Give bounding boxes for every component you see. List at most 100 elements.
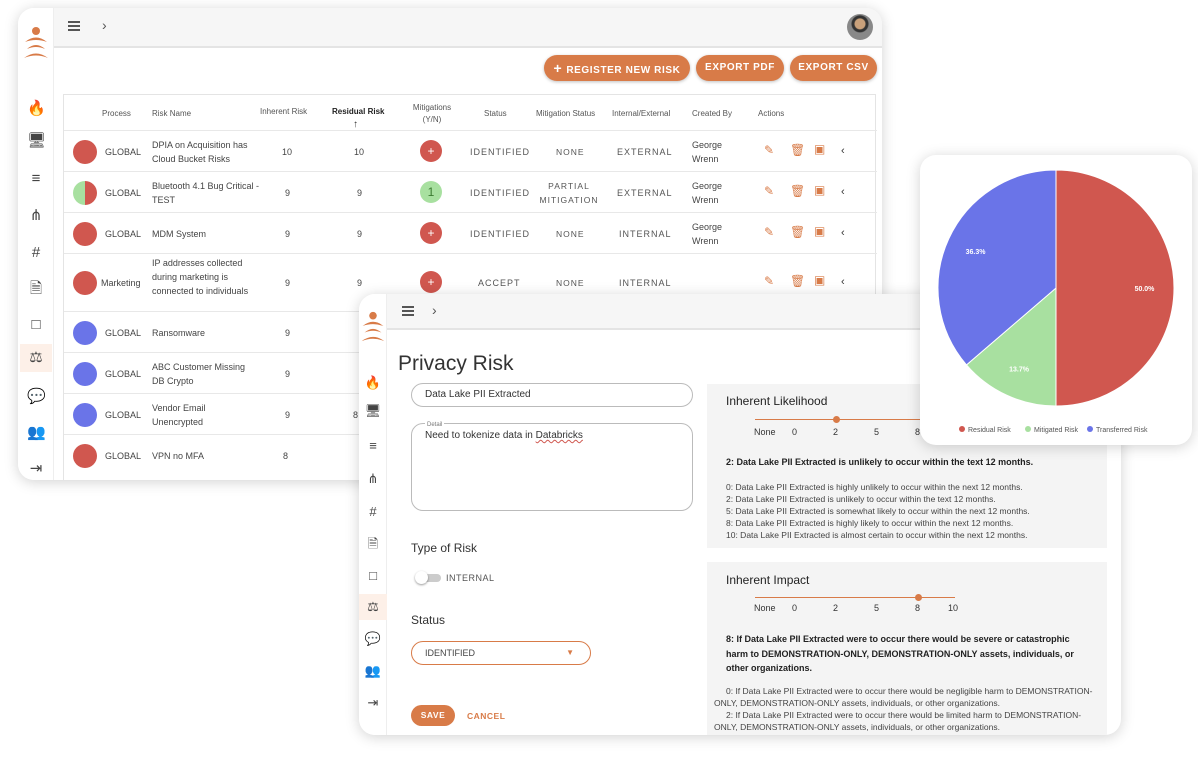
col-internal-external[interactable]: Internal/External [612,109,671,118]
timer-list-icon[interactable]: ≡ [369,438,377,453]
cancel-button[interactable]: CANCEL [467,711,506,721]
table-row[interactable]: GLOBAL MDM System 9 9 + IDENTIFIED NONE … [64,212,877,253]
col-mitigations[interactable]: Mitigations (Y/N) [412,103,452,124]
residual-cell: 10 [354,147,365,157]
hierarchy-icon[interactable]: ⋔ [29,207,43,224]
add-mitigation-button[interactable]: + [420,271,442,293]
risk-name-cell[interactable]: MDM System [152,229,206,239]
logout-icon[interactable]: ⇥ [367,695,379,710]
col-risk-name[interactable]: Risk Name [152,109,192,118]
status-cell: ACCEPT [478,278,521,288]
chevron-right-icon[interactable]: › [102,17,107,33]
menu-icon[interactable] [402,306,414,316]
timer-list-icon[interactable]: ≡ [31,170,41,187]
risk-name-cell[interactable]: Vendor Email Unencrypted [152,403,206,427]
type-toggle[interactable] [415,571,441,584]
col-status[interactable]: Status [484,109,507,118]
detail-textarea[interactable]: Detail Need to tokenize data in Databric… [411,422,693,511]
impact-track[interactable] [755,597,955,598]
trash-icon[interactable]: 🗑 [790,274,806,288]
hashtag-icon[interactable]: # [369,504,377,519]
chat-icon[interactable]: 💬 [27,388,46,405]
status-select[interactable]: IDENTIFIED ▼ [411,641,591,665]
col-mitigation-status[interactable]: Mitigation Status [536,109,596,118]
legend-label[interactable]: Residual Risk [968,427,1011,434]
sidebar: 🔥 🖥 ≡ ⋔ # 🗎 □ ⚖ 💬 👥 ⇥ [18,8,54,480]
col-inherent-risk[interactable]: Inherent Risk [260,107,308,116]
privacy-risk-window: 🔥 🖥 ≡ ⋔ # 🗎 □ ⚖ 💬 👥 ⇥ › Privacy Risk Dat… [359,294,1121,735]
document-search-icon[interactable]: 🗎 [367,536,379,551]
monitor-icon[interactable]: 🖥 [27,132,47,149]
comment-icon[interactable]: ▣ [814,183,826,197]
hashtag-icon[interactable]: # [31,244,41,261]
page-title: Privacy Risk [398,352,514,375]
trash-icon[interactable]: 🗑 [790,225,806,239]
likelihood-track[interactable] [755,419,925,420]
pie-slice-mitigated-risk[interactable] [965,286,1057,407]
process-cell: Marketing [101,278,141,288]
square-icon[interactable]: □ [369,568,377,583]
save-button[interactable]: SAVE [411,705,455,726]
hierarchy-icon[interactable]: ⋔ [367,471,379,486]
risk-name-cell[interactable]: Bluetooth 4.1 Bug Critical - TEST [152,181,260,205]
likelihood-knob[interactable] [833,416,840,423]
scale-icon[interactable]: ⚖ [359,594,387,620]
risk-name-cell[interactable]: IP addresses collected during marketing … [152,258,249,296]
edit-icon[interactable]: ✎ [764,143,775,157]
comment-icon[interactable]: ▣ [814,273,826,287]
legend-label[interactable]: Mitigated Risk [1034,427,1078,434]
square-icon[interactable]: □ [31,316,41,333]
flame-icon[interactable]: 🔥 [364,375,382,390]
table-row[interactable]: GLOBAL Bluetooth 4.1 Bug Critical - TEST… [64,171,877,212]
comment-icon[interactable]: ▣ [814,142,826,156]
edit-icon[interactable]: ✎ [764,184,775,198]
chevron-right-icon[interactable]: › [432,302,437,318]
col-process[interactable]: Process [102,109,131,118]
impact-line: 0: If Data Lake PII Extracted were to oc… [714,686,1093,708]
sort-arrow-up-icon[interactable]: ↑ [353,119,358,130]
document-search-icon[interactable]: 🗎 [29,280,43,297]
register-new-risk-button[interactable]: + REGISTER NEW RISK [544,55,690,81]
chevron-left-icon[interactable]: ‹ [841,276,845,288]
pie-slice-transferred-risk[interactable] [937,169,1057,366]
edit-icon[interactable]: ✎ [764,274,775,288]
edit-icon[interactable]: ✎ [764,225,775,239]
col-residual-risk[interactable]: Residual Risk [332,107,385,116]
add-mitigation-button[interactable]: + [420,222,442,244]
monitor-icon[interactable]: 🖥 [364,403,382,418]
export-csv-button[interactable]: EXPORT CSV [790,55,877,81]
table-row[interactable]: Marketing IP addresses collected during … [64,253,877,311]
scale-icon[interactable]: ⚖ [20,344,52,372]
users-icon[interactable]: 👥 [27,424,46,441]
mitigation-status-cell: NONE [556,229,585,239]
export-pdf-button[interactable]: EXPORT PDF [696,55,784,81]
risk-name-cell[interactable]: DPIA on Acquisition has Cloud Bucket Ris… [152,140,248,164]
chevron-left-icon[interactable]: ‹ [841,227,845,239]
flame-icon[interactable]: 🔥 [27,100,46,117]
chevron-left-icon[interactable]: ‹ [841,145,845,157]
add-mitigation-button[interactable]: + [420,140,442,162]
menu-icon[interactable] [68,21,80,31]
detail-text: Need to tokenize data in Databricks [425,430,583,441]
risk-name-input[interactable]: Data Lake PII Extracted [411,383,693,407]
logout-icon[interactable]: ⇥ [29,460,43,477]
created-by-cell: George Wrenn [692,140,723,164]
pie-slice-residual-risk[interactable] [1055,169,1175,407]
status-cell: IDENTIFIED [470,229,531,239]
risk-name-cell[interactable]: VPN no MFA [152,451,205,461]
users-icon[interactable]: 👥 [364,663,382,678]
chevron-left-icon[interactable]: ‹ [841,186,845,198]
trash-icon[interactable]: 🗑 [790,143,806,157]
mitigation-count-badge[interactable]: 1 [420,181,442,203]
chat-icon[interactable]: 💬 [364,631,382,646]
risk-name-cell[interactable]: ABC Customer Missing DB Crypto [152,362,246,386]
impact-knob[interactable] [915,594,922,601]
legend-label[interactable]: Transferred Risk [1096,427,1148,434]
col-created-by[interactable]: Created By [692,109,733,118]
comment-icon[interactable]: ▣ [814,224,826,238]
avatar[interactable] [847,14,873,40]
trash-icon[interactable]: 🗑 [790,184,806,198]
table-row[interactable]: GLOBAL DPIA on Acquisition has Cloud Buc… [64,130,877,171]
status-cell: IDENTIFIED [470,188,531,198]
risk-name-cell[interactable]: Ransomware [152,328,206,338]
